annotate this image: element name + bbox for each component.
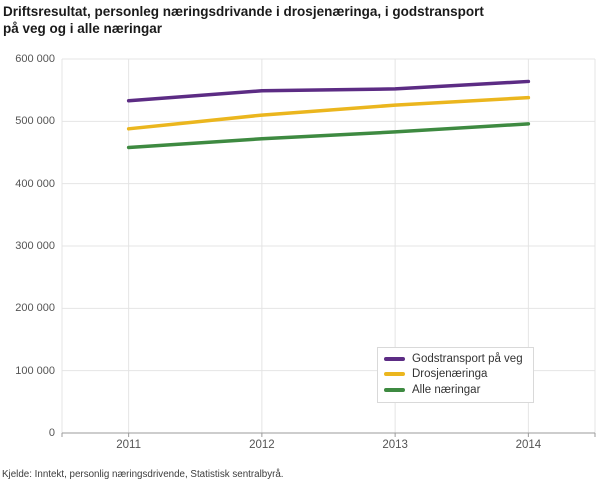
legend-swatch-icon xyxy=(384,387,405,392)
y-axis-tick-label: 600 000 xyxy=(15,53,55,65)
source-note: Kjelde: Inntekt, personlig næringsdriven… xyxy=(2,469,284,480)
x-axis-tick-label: 2013 xyxy=(382,439,408,451)
legend-swatch-icon xyxy=(384,372,405,377)
legend-swatch-icon xyxy=(384,356,405,361)
x-axis-tick-label: 2012 xyxy=(249,439,275,451)
chart-title: Driftsresultat, personleg næringsdrivand… xyxy=(3,3,603,37)
x-axis-tick-label: 2011 xyxy=(116,439,141,451)
series-line-3 xyxy=(126,122,531,150)
x-axis-tick-label: 2014 xyxy=(515,439,542,451)
chart-title-line1: Driftsresultat, personleg næringsdrivand… xyxy=(3,4,484,19)
legend-label: Alle næringar xyxy=(412,383,481,396)
y-axis-tick-label: 100 000 xyxy=(15,364,55,377)
legend-label: Godstransport på veg xyxy=(412,352,523,365)
legend-item-drosjenaeringa[interactable]: Drosjenæringa xyxy=(384,367,523,383)
series-line-2 xyxy=(126,95,531,131)
y-axis-tick-label: 400 000 xyxy=(15,177,55,190)
legend: Godstransport på veg Drosjenæringa Alle … xyxy=(377,347,534,403)
legend-label: Drosjenæringa xyxy=(412,368,488,381)
legend-item-alle-naeringar[interactable]: Alle næringar xyxy=(384,382,523,398)
y-axis-tick-label: 200 000 xyxy=(15,302,55,315)
y-axis-tick-label: 300 000 xyxy=(15,240,55,252)
y-axis-tick-label: 0 xyxy=(48,427,55,439)
chart-title-line2: på veg og i alle næringar xyxy=(3,21,163,36)
y-axis-tick-label: 500 000 xyxy=(15,115,55,128)
legend-item-godstransport[interactable]: Godstransport på veg xyxy=(384,351,523,367)
series-line-1 xyxy=(126,79,531,103)
